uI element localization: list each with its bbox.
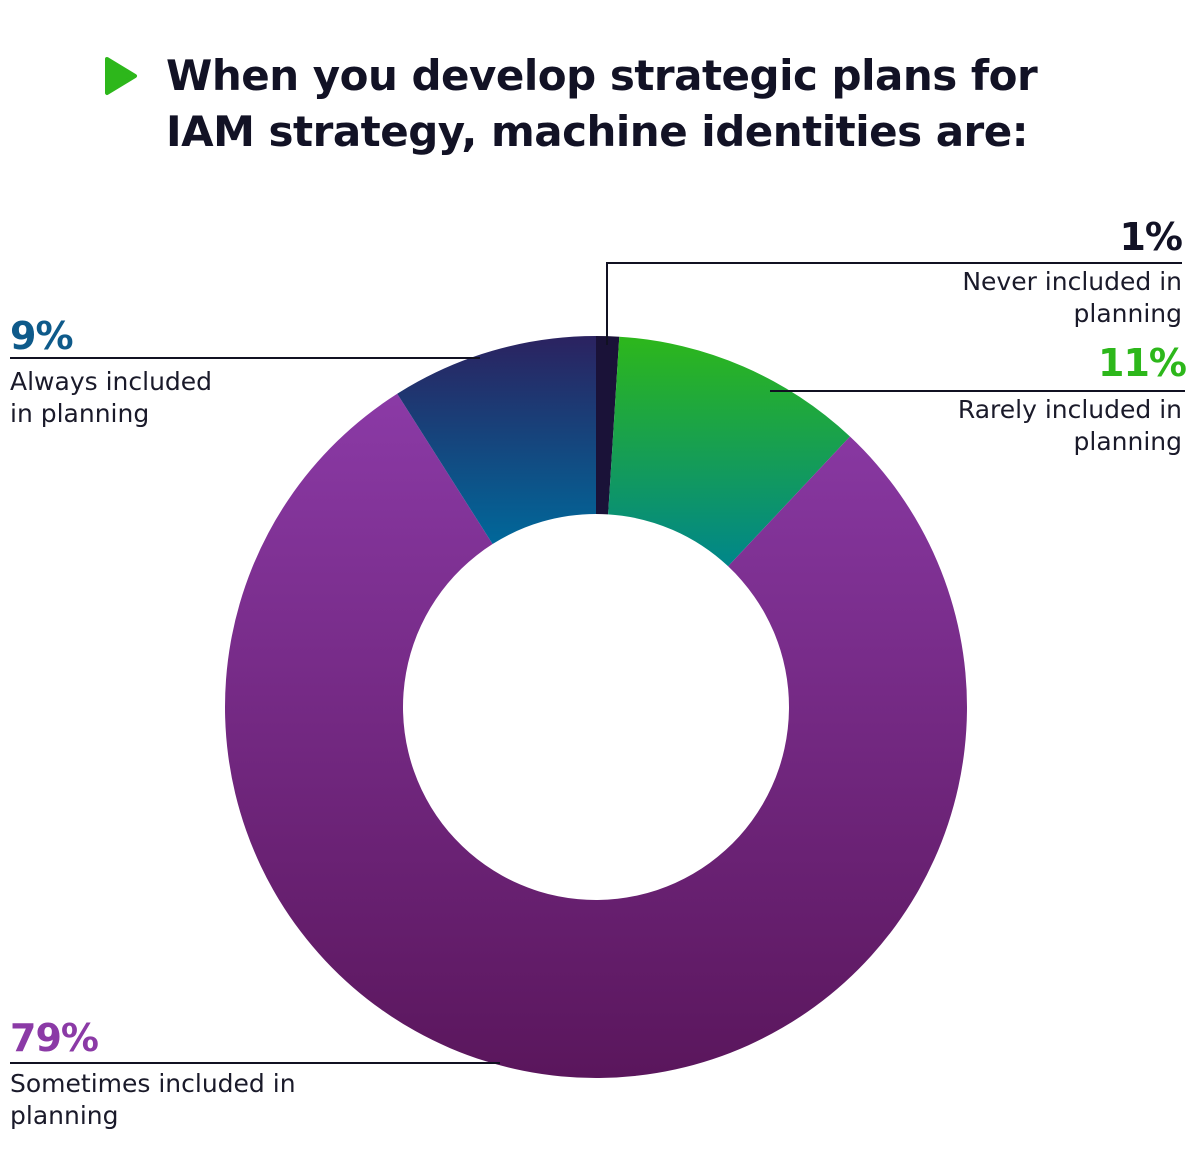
value-label-never: 1% bbox=[1119, 215, 1183, 259]
category-label-always: Always included in planning bbox=[10, 367, 213, 428]
donut-slices bbox=[224, 336, 968, 1078]
category-label-rarely: Rarely included in planning bbox=[957, 395, 1182, 456]
leader-lines bbox=[10, 262, 1185, 1064]
value-label-sometimes: 79% bbox=[10, 1016, 99, 1060]
chart-title: When you develop strategic plans for IAM… bbox=[166, 51, 1038, 156]
play-triangle-icon bbox=[105, 57, 137, 95]
donut-slice-rarely bbox=[608, 336, 850, 567]
category-label-sometimes: Sometimes included in planning bbox=[10, 1069, 296, 1130]
leader-line-never bbox=[606, 262, 1182, 345]
donut-slice-sometimes bbox=[224, 393, 968, 1078]
donut-slice-always bbox=[397, 336, 596, 545]
value-label-rarely: 11% bbox=[1098, 341, 1187, 385]
value-label-always: 9% bbox=[10, 314, 74, 358]
donut-slice-never bbox=[596, 336, 620, 515]
category-label-never: Never included in planning bbox=[962, 267, 1182, 328]
